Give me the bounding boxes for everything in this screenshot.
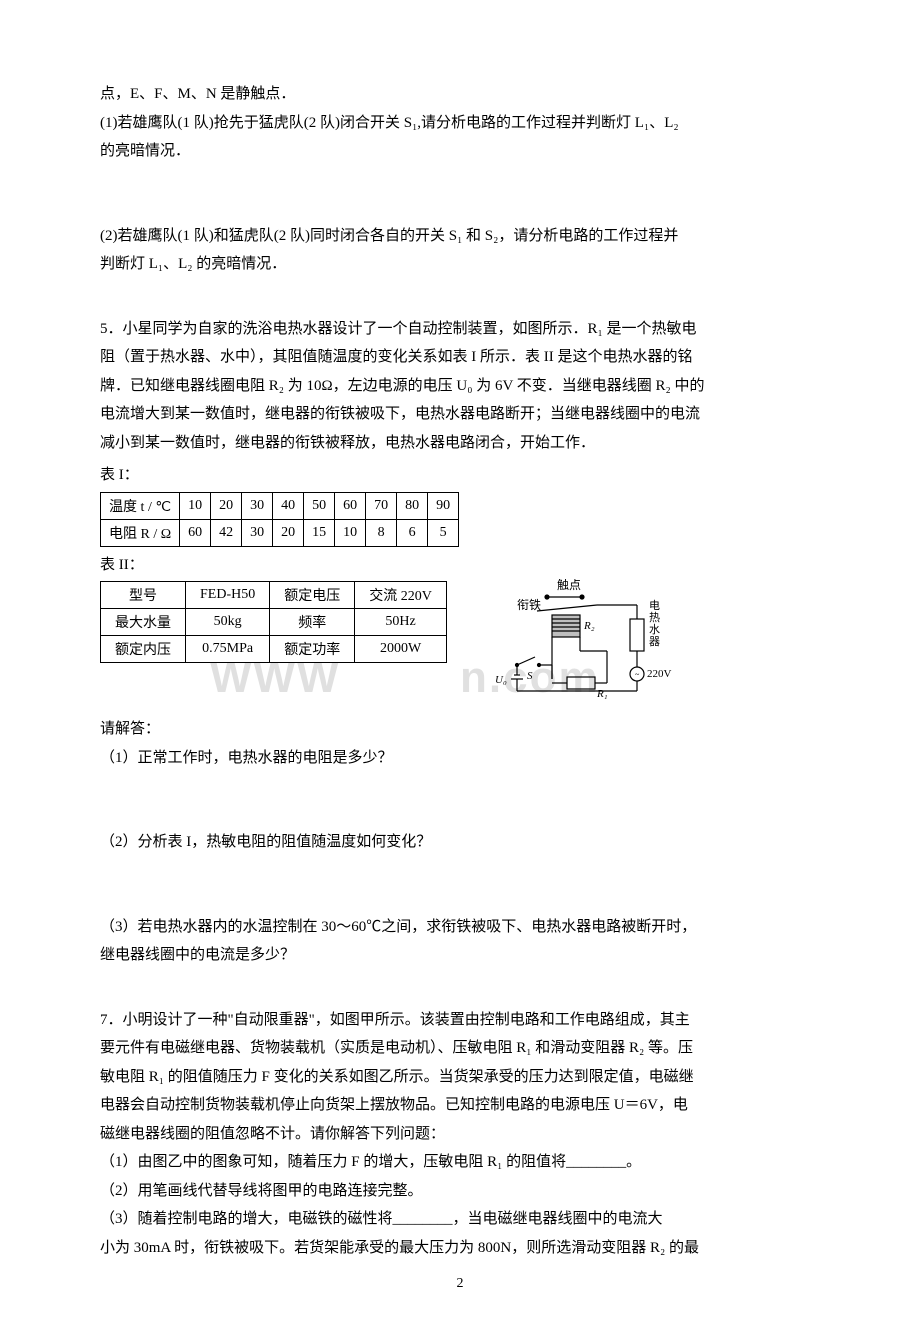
p7-l1: 7．小明设计了一种"自动限重器"，如图甲所示。该装置由控制电路和工作电路组成，其… <box>100 1006 820 1035</box>
table1-h2: 电阻 R / Ω <box>101 519 180 546</box>
table-row: 最大水量 50kg 频率 50Hz <box>101 609 447 636</box>
table2: 型号 FED-H50 额定电压 交流 220V 最大水量 50kg 频率 50H… <box>100 581 447 663</box>
p7-l3: 敏电阻 R₁ 的阻值随压力 F 变化的关系如图乙所示。当货架承受的压力达到限定值… <box>100 1063 820 1092</box>
circuit-label-220v: 220V <box>647 668 672 680</box>
table-row: 温度 t / ℃ 10 20 30 40 50 60 70 80 90 <box>101 492 459 519</box>
intro-q2a: (2)若雄鹰队(1 队)和猛虎队(2 队)同时闭合各自的开关 S₁ 和 S₂，请… <box>100 222 820 251</box>
p7-l5: 磁继电器线圈的阻值忽略不计。请你解答下列问题： <box>100 1120 820 1149</box>
intro-q2b: 判断灯 L₁、L₂ 的亮暗情况． <box>100 250 820 279</box>
circuit-label-touch: 触点 <box>557 579 581 592</box>
p5-l5: 减小到某一数值时，继电器的衔铁被释放，电热水器电路闭合，开始工作． <box>100 429 820 458</box>
p5-q1: （1）正常工作时，电热水器的电阻是多少？ <box>100 744 820 773</box>
svg-text:水: 水 <box>649 623 660 636</box>
p5-l3: 牌．已知继电器线圈电阻 R₂ 为 10Ω，左边电源的电压 U₀ 为 6V 不变．… <box>100 372 820 401</box>
svg-text:热: 热 <box>649 611 660 624</box>
page-number: 2 <box>0 1276 920 1292</box>
intro-q1a: (1)若雄鹰队(1 队)抢先于猛虎队(2 队)闭合开关 S₁,请分析电路的工作过… <box>100 109 820 138</box>
table1-label: 表 I： <box>100 461 820 490</box>
p5-q2: （2）分析表 I，热敏电阻的阻值随温度如何变化？ <box>100 828 820 857</box>
p5-q3a: （3）若电热水器内的水温控制在 30～60℃之间，求衔铁被吸下、电热水器电路被断… <box>100 913 820 942</box>
p7-l2: 要元件有电磁继电器、货物装载机（实质是电动机）、压敏电阻 R₁ 和滑动变阻器 R… <box>100 1034 820 1063</box>
circuit-label-s: S <box>527 670 533 682</box>
table-row: 电阻 R / Ω 60 42 30 20 15 10 8 6 5 <box>101 519 459 546</box>
circuit-label-iron: 衔铁 <box>517 598 541 612</box>
p7-q3a: （3）随着控制电路的增大，电磁铁的磁性将________，当电磁继电器线圈中的电… <box>100 1205 820 1234</box>
circuit-label-r1: R₁ <box>596 688 608 700</box>
table-row: 额定内压 0.75MPa 额定功率 2000W <box>101 636 447 663</box>
p5-l2: 阻（置于热水器、水中），其阻值随温度的变化关系如表 I 所示．表 II 是这个电… <box>100 343 820 372</box>
table-row: 型号 FED-H50 额定电压 交流 220V <box>101 582 447 609</box>
p5-q3b: 继电器线圈中的电流是多少？ <box>100 941 820 970</box>
p5-l1: 5．小星同学为自家的洗浴电热水器设计了一个自动控制装置，如图所示．R₁ 是一个热… <box>100 315 820 344</box>
p5-l4: 电流增大到某一数值时，继电器的衔铁被吸下，电热水器电路断开；当继电器线圈中的电流 <box>100 400 820 429</box>
svg-text:~: ~ <box>635 670 640 679</box>
p7-q2: （2）用笔画线代替导线将图甲的电路连接完整。 <box>100 1177 820 1206</box>
circuit-label-heater: 电 <box>649 599 660 612</box>
circuit-diagram-icon: ~ 触点 <box>487 579 687 709</box>
table1-h1: 温度 t / ℃ <box>101 492 180 519</box>
p7-q1: （1）由图乙中的图象可知，随着压力 F 的增大，压敏电阻 R₁ 的阻值将____… <box>100 1148 820 1177</box>
p7-q3b: 小为 30mA 时，衔铁被吸下。若货架能承受的最大压力为 800N，则所选滑动变… <box>100 1234 820 1263</box>
table1: 温度 t / ℃ 10 20 30 40 50 60 70 80 90 电阻 R… <box>100 492 459 547</box>
circuit-label-r2: R₂ <box>583 620 595 632</box>
circuit-label-u0: U₀ <box>495 674 507 686</box>
p5-ans: 请解答： <box>100 715 820 744</box>
intro-q1b: 的亮暗情况． <box>100 137 820 166</box>
p7-l4: 电器会自动控制货物装载机停止向货架上摆放物品。已知控制电路的电源电压 U＝6V，… <box>100 1091 820 1120</box>
svg-text:器: 器 <box>649 635 660 648</box>
intro-line1: 点，E、F、M、N 是静触点． <box>100 80 820 109</box>
table2-label: 表 II： <box>100 551 820 580</box>
